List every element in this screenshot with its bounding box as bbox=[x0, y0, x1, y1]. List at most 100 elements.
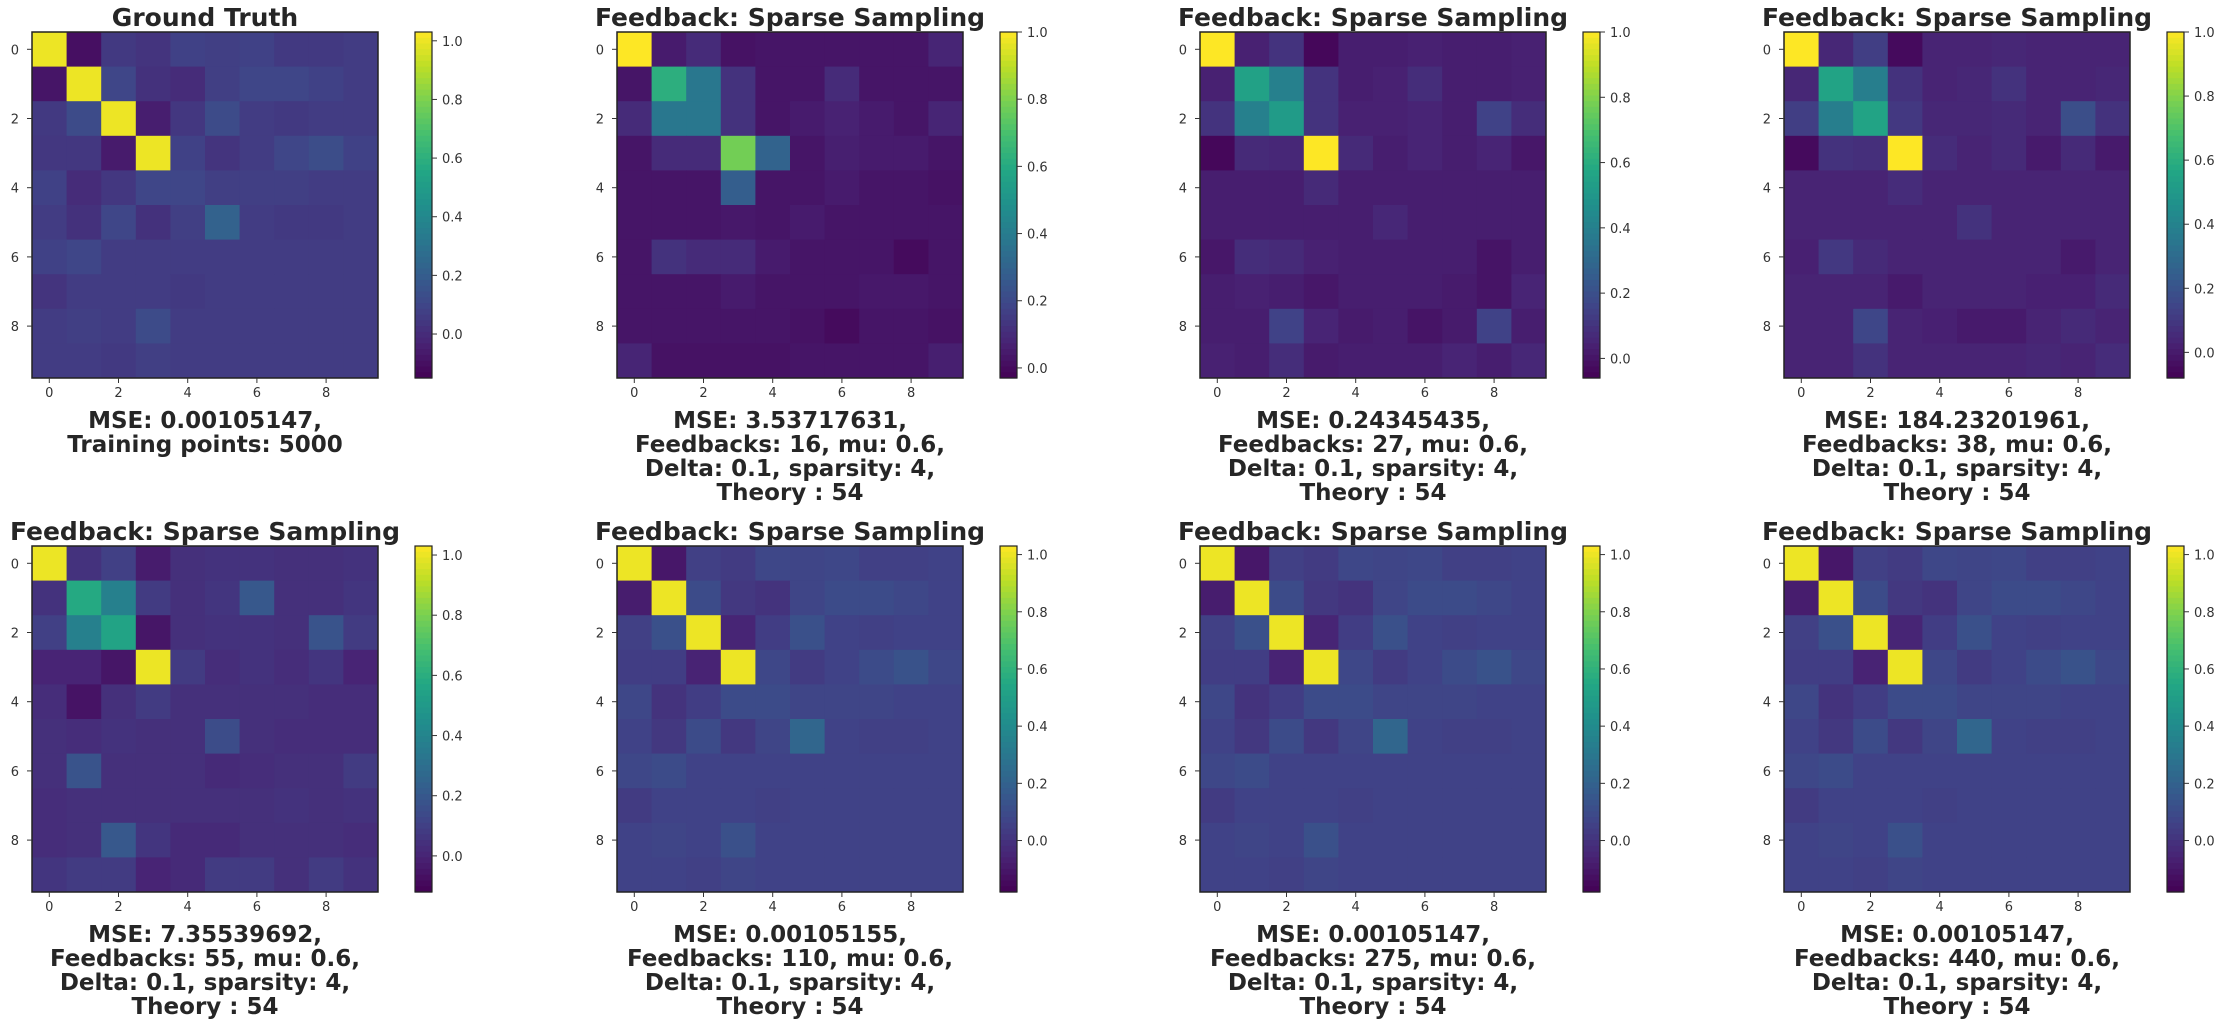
heatmap-cell bbox=[686, 546, 722, 581]
heatmap-cell bbox=[1303, 822, 1339, 858]
heatmap-cell bbox=[1338, 135, 1374, 171]
heatmap-cell bbox=[343, 205, 379, 240]
colorbar-segment bbox=[2167, 331, 2184, 339]
colorbar-segment bbox=[415, 632, 432, 639]
heatmap-cell bbox=[1922, 649, 1958, 685]
heatmap-cell bbox=[1511, 308, 1547, 344]
heatmap-cell bbox=[1887, 101, 1923, 137]
colorbar-segment bbox=[1583, 297, 1600, 304]
colorbar-segment bbox=[2167, 799, 2184, 807]
heatmap-cell bbox=[617, 66, 652, 102]
colorbar-segment bbox=[415, 222, 432, 229]
heatmap-cell bbox=[1784, 308, 1819, 344]
heatmap-cell bbox=[1887, 684, 1923, 720]
heatmap-cell bbox=[755, 753, 791, 789]
x-tick-label: 8 bbox=[1490, 386, 1498, 401]
colorbar-segment bbox=[1000, 55, 1017, 62]
colorbar-segment bbox=[2167, 239, 2184, 246]
x-tick-label: 8 bbox=[322, 900, 330, 915]
x-tick-label: 8 bbox=[322, 386, 330, 401]
heatmap-cell bbox=[2095, 857, 2131, 893]
heatmap-cell bbox=[308, 135, 344, 171]
colorbar-segment bbox=[1000, 49, 1017, 56]
heatmap-cell bbox=[1818, 205, 1854, 240]
heatmap-cell bbox=[824, 822, 860, 858]
y-tick-label: 8 bbox=[1179, 834, 1187, 849]
colorbar-segment bbox=[1583, 822, 1600, 830]
heatmap-cell bbox=[1373, 822, 1408, 858]
heatmap-cell bbox=[1373, 135, 1408, 171]
heatmap-cell bbox=[1887, 753, 1923, 789]
x-tick-label: 4 bbox=[184, 900, 192, 915]
heatmap-cell bbox=[1338, 170, 1374, 206]
colorbar-segment bbox=[2167, 262, 2184, 270]
colorbar-segment bbox=[1000, 222, 1017, 229]
heatmap-cell bbox=[1200, 101, 1235, 137]
heatmap-cell bbox=[1957, 274, 1992, 310]
colorbar-segment bbox=[2167, 695, 2184, 703]
heatmap-cell bbox=[32, 170, 67, 206]
colorbar-tick-label: 0.6 bbox=[1027, 663, 1048, 678]
colorbar-tick-label: 0.0 bbox=[442, 328, 463, 343]
colorbar-segment bbox=[1583, 164, 1600, 171]
heatmap-cell bbox=[1234, 66, 1270, 102]
heatmap-cell bbox=[1200, 205, 1235, 240]
colorbar-segment bbox=[1000, 868, 1017, 876]
heatmap-cell bbox=[274, 753, 310, 789]
heatmap-cell bbox=[1200, 753, 1235, 789]
heatmap-cell bbox=[205, 66, 240, 102]
heatmap-cell bbox=[859, 205, 895, 240]
heatmap-cell bbox=[617, 753, 652, 789]
colorbar-segment bbox=[415, 580, 432, 587]
colorbar-segment bbox=[2167, 222, 2184, 229]
colorbar-segment bbox=[1000, 245, 1017, 252]
colorbar-segment bbox=[1583, 147, 1600, 154]
heatmap-cell bbox=[135, 170, 171, 206]
heatmap-cell bbox=[1234, 101, 1270, 137]
heatmap-cell bbox=[2095, 546, 2131, 581]
colorbar-segment bbox=[1000, 141, 1017, 148]
colorbar-segment bbox=[415, 153, 432, 160]
heatmap-cell bbox=[1373, 101, 1408, 137]
heatmap-cell bbox=[2060, 308, 2096, 344]
heatmap-cell bbox=[928, 546, 964, 581]
heatmap-cell bbox=[1476, 170, 1512, 206]
heatmap-cell bbox=[1784, 170, 1819, 206]
heatmap-cell bbox=[1853, 32, 1889, 67]
colorbar-segment bbox=[2167, 285, 2184, 293]
colorbar-segment bbox=[1583, 95, 1600, 102]
heatmap-cell bbox=[135, 343, 171, 379]
colorbar-segment bbox=[415, 609, 432, 616]
colorbar-segment bbox=[2167, 147, 2184, 154]
heatmap-cell bbox=[790, 308, 825, 344]
colorbar-segment bbox=[1583, 655, 1600, 662]
colorbar-segment bbox=[1000, 72, 1017, 79]
colorbar-segment bbox=[2167, 95, 2184, 102]
heatmap-cell bbox=[101, 205, 137, 240]
heatmap-cell bbox=[1476, 719, 1512, 754]
colorbar-segment bbox=[415, 343, 432, 350]
colorbar-segment bbox=[415, 135, 432, 143]
subplot-caption-line: Feedbacks: 275, mu: 0.6, bbox=[1210, 946, 1536, 972]
heatmap-cell bbox=[859, 649, 895, 685]
colorbar-segment bbox=[2167, 118, 2184, 125]
colorbar-segment bbox=[1000, 181, 1017, 189]
heatmap-cell bbox=[1407, 32, 1443, 67]
colorbar-segment bbox=[1583, 603, 1600, 611]
colorbar-segment bbox=[2167, 874, 2184, 882]
heatmap-cell bbox=[1818, 101, 1854, 137]
heatmap-cell bbox=[274, 343, 310, 379]
heatmap-cell bbox=[135, 857, 171, 893]
heatmap-cell bbox=[239, 274, 275, 310]
heatmap-cell bbox=[755, 546, 791, 581]
x-tick-label: 4 bbox=[769, 900, 777, 915]
heatmap-cell bbox=[239, 615, 275, 651]
colorbar-tick-label: 1.0 bbox=[2194, 549, 2215, 564]
heatmap-cell bbox=[32, 343, 67, 379]
heatmap-cell bbox=[343, 822, 379, 858]
colorbar-segment bbox=[1000, 106, 1017, 114]
heatmap-cell bbox=[1922, 32, 1958, 67]
heatmap-cell bbox=[274, 66, 310, 102]
colorbar-segment bbox=[415, 626, 432, 634]
colorbar-segment bbox=[415, 805, 432, 812]
